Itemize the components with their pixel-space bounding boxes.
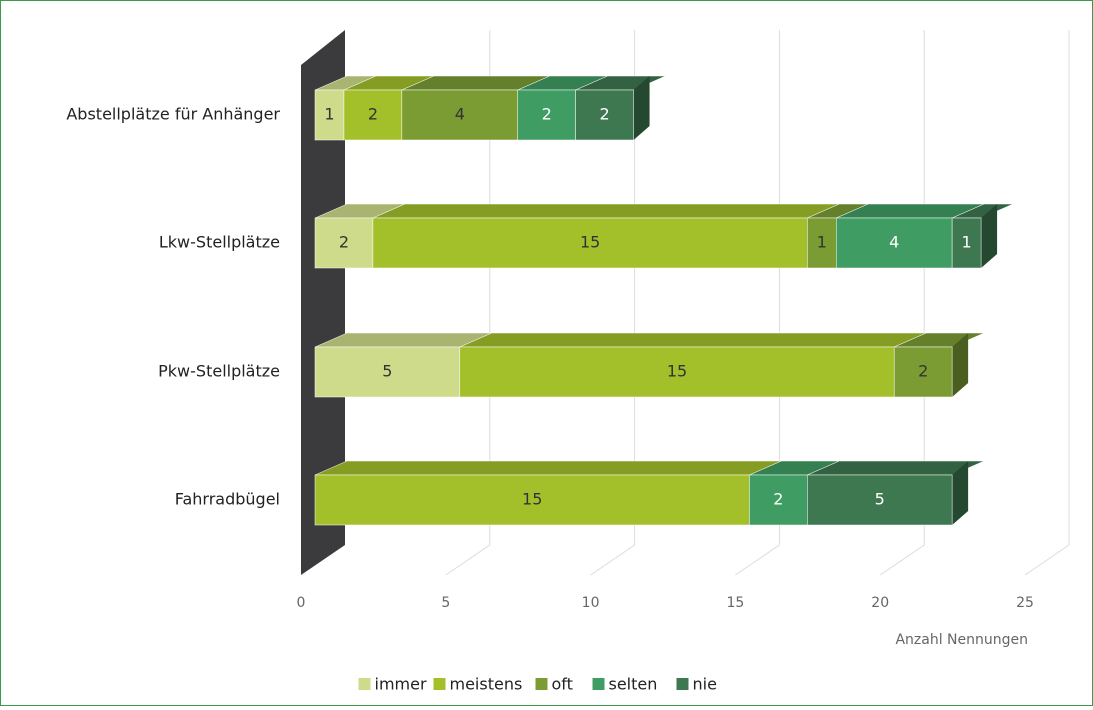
value-label: 2 (918, 362, 928, 381)
legend-label: nie (693, 675, 717, 694)
value-label: 2 (339, 233, 349, 252)
value-label: 2 (600, 105, 610, 124)
bar (314, 89, 345, 141)
value-label: 4 (455, 105, 465, 124)
value-label: 15 (580, 233, 600, 252)
grid-line (735, 30, 780, 576)
category-label: Fahrradbügel (175, 490, 280, 509)
x-tick-label: 15 (726, 595, 744, 611)
back-wall (301, 30, 345, 575)
grid-line (445, 30, 491, 576)
category-label: Lkw-Stellplätze (159, 233, 280, 252)
legend-swatch (535, 678, 548, 690)
legend-label: selten (609, 675, 658, 694)
value-label: 5 (875, 490, 885, 509)
value-label: 4 (889, 233, 899, 252)
grid-line (879, 30, 925, 576)
bar (314, 474, 750, 526)
bar-side (981, 204, 998, 268)
bar (517, 89, 576, 141)
legend-label: immer (375, 675, 427, 694)
value-label: 1 (324, 105, 334, 124)
grid-line (1024, 30, 1070, 576)
bar (372, 217, 808, 269)
bar (807, 217, 837, 269)
legend-label: meistens (450, 675, 523, 694)
legend-swatch (433, 678, 446, 690)
bar (749, 474, 808, 526)
x-tick-label: 0 (297, 595, 306, 611)
value-label: 5 (382, 362, 392, 381)
category-label: Pkw-Stellplätze (158, 362, 280, 381)
value-label: 2 (773, 490, 783, 509)
x-tick-label: 5 (441, 595, 450, 611)
bar (807, 474, 953, 526)
grid-line (590, 30, 636, 576)
bar (401, 89, 518, 141)
legend-swatch (358, 678, 371, 690)
x-tick-label: 20 (871, 595, 889, 611)
value-label: 15 (522, 490, 542, 509)
bar-side (952, 461, 969, 525)
legend-swatch (676, 678, 689, 690)
bar-side (952, 333, 969, 397)
x-axis-label: Anzahl Nennungen (895, 632, 1028, 648)
bar-top (372, 203, 840, 219)
bar (314, 346, 461, 398)
bar (575, 89, 634, 141)
x-tick-label: 10 (582, 595, 600, 611)
bar-top (459, 332, 927, 348)
legend-label: oft (552, 675, 573, 694)
value-label: 2 (542, 105, 552, 124)
value-label: 1 (962, 233, 972, 252)
bar (893, 346, 953, 398)
bar (951, 217, 982, 269)
x-tick-label: 25 (1016, 595, 1034, 611)
bar-top (314, 460, 782, 476)
bar-side (633, 76, 650, 140)
value-label: 1 (817, 233, 827, 252)
bar (459, 346, 895, 398)
value-label: 2 (368, 105, 378, 124)
value-label: 15 (667, 362, 687, 381)
legend-swatch (592, 678, 605, 690)
category-label: Abstellplätze für Anhänger (66, 105, 280, 124)
